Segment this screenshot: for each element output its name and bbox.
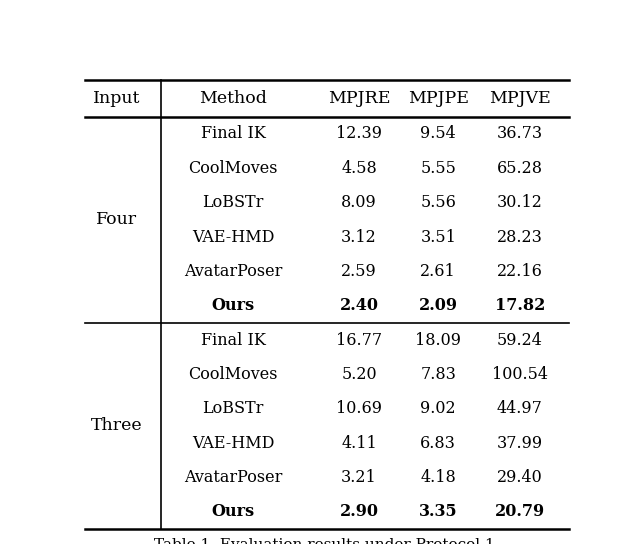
Text: LoBSTr: LoBSTr bbox=[202, 400, 263, 417]
Text: Method: Method bbox=[199, 90, 267, 107]
Text: 29.40: 29.40 bbox=[497, 469, 543, 486]
Text: 2.09: 2.09 bbox=[419, 297, 457, 314]
Text: 7.83: 7.83 bbox=[420, 366, 456, 383]
Text: 100.54: 100.54 bbox=[492, 366, 548, 383]
Text: 4.11: 4.11 bbox=[341, 435, 377, 452]
Text: VAE-HMD: VAE-HMD bbox=[192, 228, 274, 245]
Text: MPJRE: MPJRE bbox=[328, 90, 390, 107]
Text: Ours: Ours bbox=[211, 297, 255, 314]
Text: MPJPE: MPJPE bbox=[408, 90, 469, 107]
Text: 3.21: 3.21 bbox=[341, 469, 377, 486]
Text: 5.56: 5.56 bbox=[420, 194, 456, 211]
Text: 8.09: 8.09 bbox=[341, 194, 377, 211]
Text: 6.83: 6.83 bbox=[420, 435, 456, 452]
Text: 2.90: 2.90 bbox=[339, 503, 378, 520]
Text: 9.54: 9.54 bbox=[420, 126, 456, 143]
Text: 59.24: 59.24 bbox=[497, 331, 543, 349]
Text: 9.02: 9.02 bbox=[420, 400, 456, 417]
Text: 3.35: 3.35 bbox=[419, 503, 457, 520]
Text: 4.18: 4.18 bbox=[420, 469, 456, 486]
Text: AvatarPoser: AvatarPoser bbox=[184, 469, 282, 486]
Text: 2.61: 2.61 bbox=[420, 263, 456, 280]
Text: 36.73: 36.73 bbox=[497, 126, 543, 143]
Text: 28.23: 28.23 bbox=[497, 228, 543, 245]
Text: Table 1. Evaluation results under Protocol 1.: Table 1. Evaluation results under Protoc… bbox=[154, 537, 500, 544]
Text: 37.99: 37.99 bbox=[497, 435, 543, 452]
Text: LoBSTr: LoBSTr bbox=[202, 194, 263, 211]
Text: Final IK: Final IK bbox=[200, 126, 265, 143]
Text: Three: Three bbox=[91, 417, 143, 435]
Text: Final IK: Final IK bbox=[200, 331, 265, 349]
Text: 44.97: 44.97 bbox=[497, 400, 543, 417]
Text: 3.51: 3.51 bbox=[420, 228, 456, 245]
Text: 2.59: 2.59 bbox=[341, 263, 377, 280]
Text: Input: Input bbox=[93, 90, 140, 107]
Text: 10.69: 10.69 bbox=[336, 400, 382, 417]
Text: Four: Four bbox=[96, 212, 137, 228]
Text: 4.58: 4.58 bbox=[341, 160, 377, 177]
Text: CoolMoves: CoolMoves bbox=[188, 160, 278, 177]
Text: 20.79: 20.79 bbox=[494, 503, 545, 520]
Text: 2.40: 2.40 bbox=[339, 297, 378, 314]
Text: 65.28: 65.28 bbox=[497, 160, 543, 177]
Text: MPJVE: MPJVE bbox=[489, 90, 551, 107]
Text: VAE-HMD: VAE-HMD bbox=[192, 435, 274, 452]
Text: 5.20: 5.20 bbox=[341, 366, 377, 383]
Text: 12.39: 12.39 bbox=[336, 126, 382, 143]
Text: AvatarPoser: AvatarPoser bbox=[184, 263, 282, 280]
Text: CoolMoves: CoolMoves bbox=[188, 366, 278, 383]
Text: 5.55: 5.55 bbox=[420, 160, 456, 177]
Text: 3.12: 3.12 bbox=[341, 228, 377, 245]
Text: 18.09: 18.09 bbox=[415, 331, 461, 349]
Text: 16.77: 16.77 bbox=[336, 331, 382, 349]
Text: 17.82: 17.82 bbox=[494, 297, 545, 314]
Text: 30.12: 30.12 bbox=[497, 194, 543, 211]
Text: Ours: Ours bbox=[211, 503, 255, 520]
Text: 22.16: 22.16 bbox=[497, 263, 543, 280]
